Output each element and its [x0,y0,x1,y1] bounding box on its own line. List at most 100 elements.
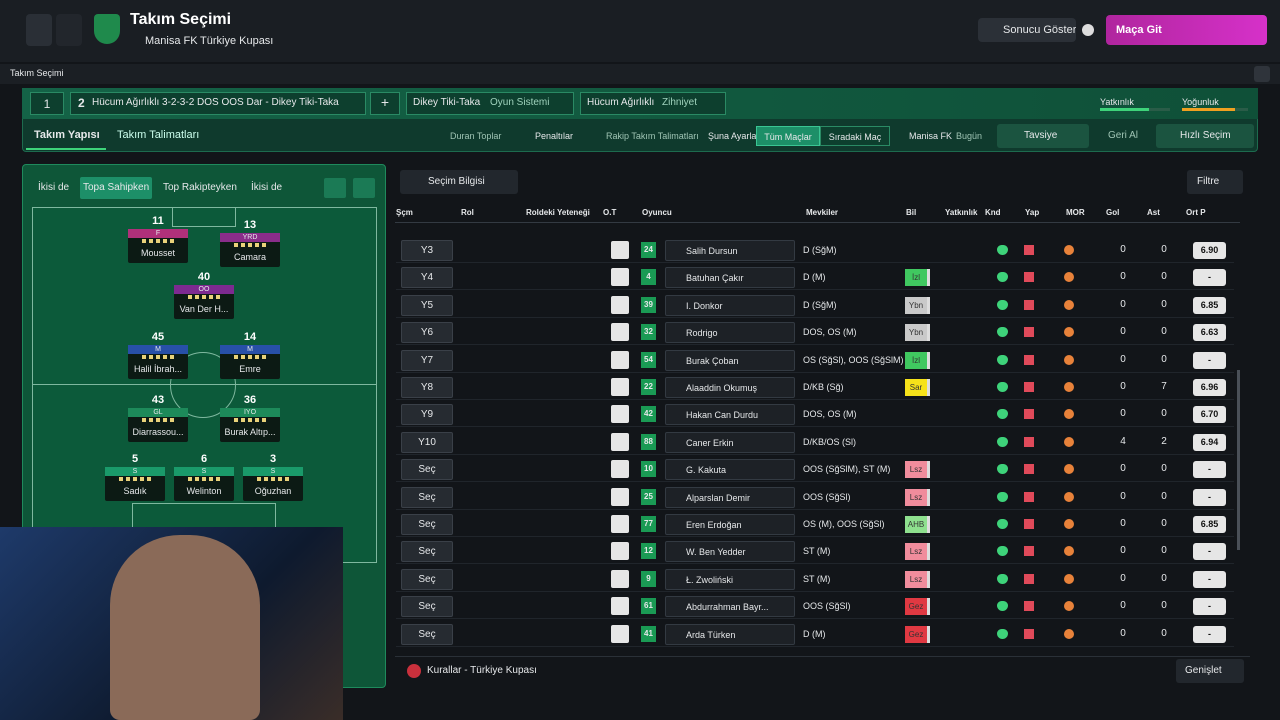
webcam-person [110,535,260,720]
goals: 0 [1120,518,1126,529]
toolbar-item: Şuna Ayarla [708,131,757,141]
add-button[interactable]: + [370,92,400,115]
column-header: Gol [1106,208,1120,217]
player-select[interactable]: Arda Türken [665,623,795,645]
pitch-button[interactable] [353,178,375,198]
tab-active [80,177,152,199]
window-title: Takım Seçimi [10,68,64,78]
select-button[interactable]: Seç [401,514,453,535]
go-match-button[interactable]: Maça Git [1106,15,1267,45]
close-button[interactable] [1254,66,1270,82]
select-button[interactable]: Y7 [401,349,453,371]
tab[interactable]: Takım Yapısı [34,129,100,141]
select-button[interactable]: Y3 [401,240,453,261]
player-name: Emre [239,364,261,374]
position-band: F [128,229,188,238]
player-select[interactable]: Salih Dursun [665,240,795,261]
player-select[interactable]: W. Ben Yedder [665,541,795,563]
positions: D (M) [803,272,826,283]
tactic-select[interactable] [70,92,366,115]
status-badge: Lsz [905,543,930,561]
player-select[interactable]: Caner Erkin [665,431,795,453]
select-button[interactable]: Y4 [401,267,453,289]
player-icon [611,295,629,314]
training-icon [1024,272,1034,283]
player-select[interactable]: Eren Erdoğan [665,514,795,535]
mentality-select[interactable] [580,92,726,115]
select-button[interactable]: Y6 [401,322,453,344]
goals: 0 [1120,353,1126,365]
player-name: Burak Altıp... [224,427,276,437]
rules-label[interactable]: Kurallar - Türkiye Kupası [427,665,537,676]
column-header: Ort P [1186,208,1206,217]
select-button[interactable]: Seç [401,623,453,645]
pitch-tab[interactable]: İkisi de [38,182,70,193]
system-select[interactable] [406,92,574,115]
condition-heart [997,491,1008,502]
quick-pick-button[interactable]: Hızlı Seçim [1156,124,1254,148]
pitch-button[interactable] [324,178,346,198]
advice-button[interactable]: Tavsiye [997,124,1089,148]
rules-icon [407,664,421,678]
rating: 6.70 [1193,406,1226,424]
assists: 0 [1161,463,1167,475]
player-select[interactable]: I. Donkor [665,294,795,316]
select-button[interactable]: Y9 [401,404,453,426]
player-select[interactable]: G. Kakuta [665,459,795,481]
status-badge: Lsz [905,570,930,588]
toggle[interactable]: Sıradaki Maç [820,126,890,146]
select-button[interactable]: Y10 [401,431,453,453]
player-select[interactable]: Hakan Can Durdu [665,404,795,426]
select-button[interactable]: Seç [401,459,453,481]
toolbar-item[interactable]: Rakip Takım Talimatları [606,131,699,141]
column-header: Yatkınlık [945,208,978,217]
toolbar-item[interactable]: Duran Toplar [450,131,502,141]
tab[interactable]: Takım Talimatları [117,129,200,141]
filter-button[interactable]: Filtre [1187,170,1243,194]
select-button[interactable]: Seç [401,596,453,618]
squad-number: 54 [641,351,656,368]
player-icon [611,350,629,369]
back-button[interactable] [26,14,52,46]
morale-icon [1064,601,1074,612]
select-button[interactable]: Y8 [401,377,453,398]
player-select[interactable]: Abdurrahman Bayr... [665,596,795,618]
player-select[interactable]: Alaaddin Okumuş [665,377,795,398]
player-select[interactable]: Rodrigo [665,322,795,344]
table-row [396,401,1234,428]
pitch-box [172,207,236,227]
pitch-tab[interactable]: Top Rakipteyken [163,182,237,193]
goals: 0 [1120,271,1126,283]
player-icon [611,268,629,287]
positions: D (M) [803,628,826,639]
pitch-tab[interactable]: Topa Sahipken [83,182,150,193]
forward-button[interactable] [56,14,82,46]
select-button[interactable]: Seç [401,486,453,508]
player-name: Welinton [186,486,222,496]
morale-icon [1064,272,1074,283]
positions: ST (M) [803,546,831,557]
status-badge: İzl [905,269,930,287]
show-result-button[interactable]: Sonucu Göster [978,18,1076,42]
condition-heart [997,327,1008,338]
goals: 4 [1120,435,1126,447]
positions: ST (M) [803,573,831,584]
pitch-tab[interactable]: İkisi de [251,182,283,193]
expand-button[interactable]: Genişlet [1176,659,1244,683]
goals: 0 [1120,381,1126,392]
status-badge: Ybn [905,324,930,342]
toggle-active[interactable]: Tüm Maçlar [756,126,820,146]
toolbar-item: Bugün [956,131,983,141]
player-select[interactable]: Ł. Zwoliński [665,568,795,590]
slot-box[interactable]: 1 [30,92,64,115]
training-icon [1024,299,1034,310]
toolbar-item[interactable]: Penaltılar [535,131,574,141]
undo-button[interactable]: Geri Al [1108,130,1139,141]
player-select[interactable]: Alparslan Demir [665,486,795,508]
player-select[interactable]: Batuhan Çakır [665,267,795,289]
player-select[interactable]: Burak Çoban [665,349,795,371]
selection-info-button[interactable]: Seçim Bilgisi [400,170,518,194]
select-button[interactable]: Seç [401,568,453,590]
select-button[interactable]: Seç [401,541,453,563]
select-button[interactable]: Y5 [401,294,453,316]
